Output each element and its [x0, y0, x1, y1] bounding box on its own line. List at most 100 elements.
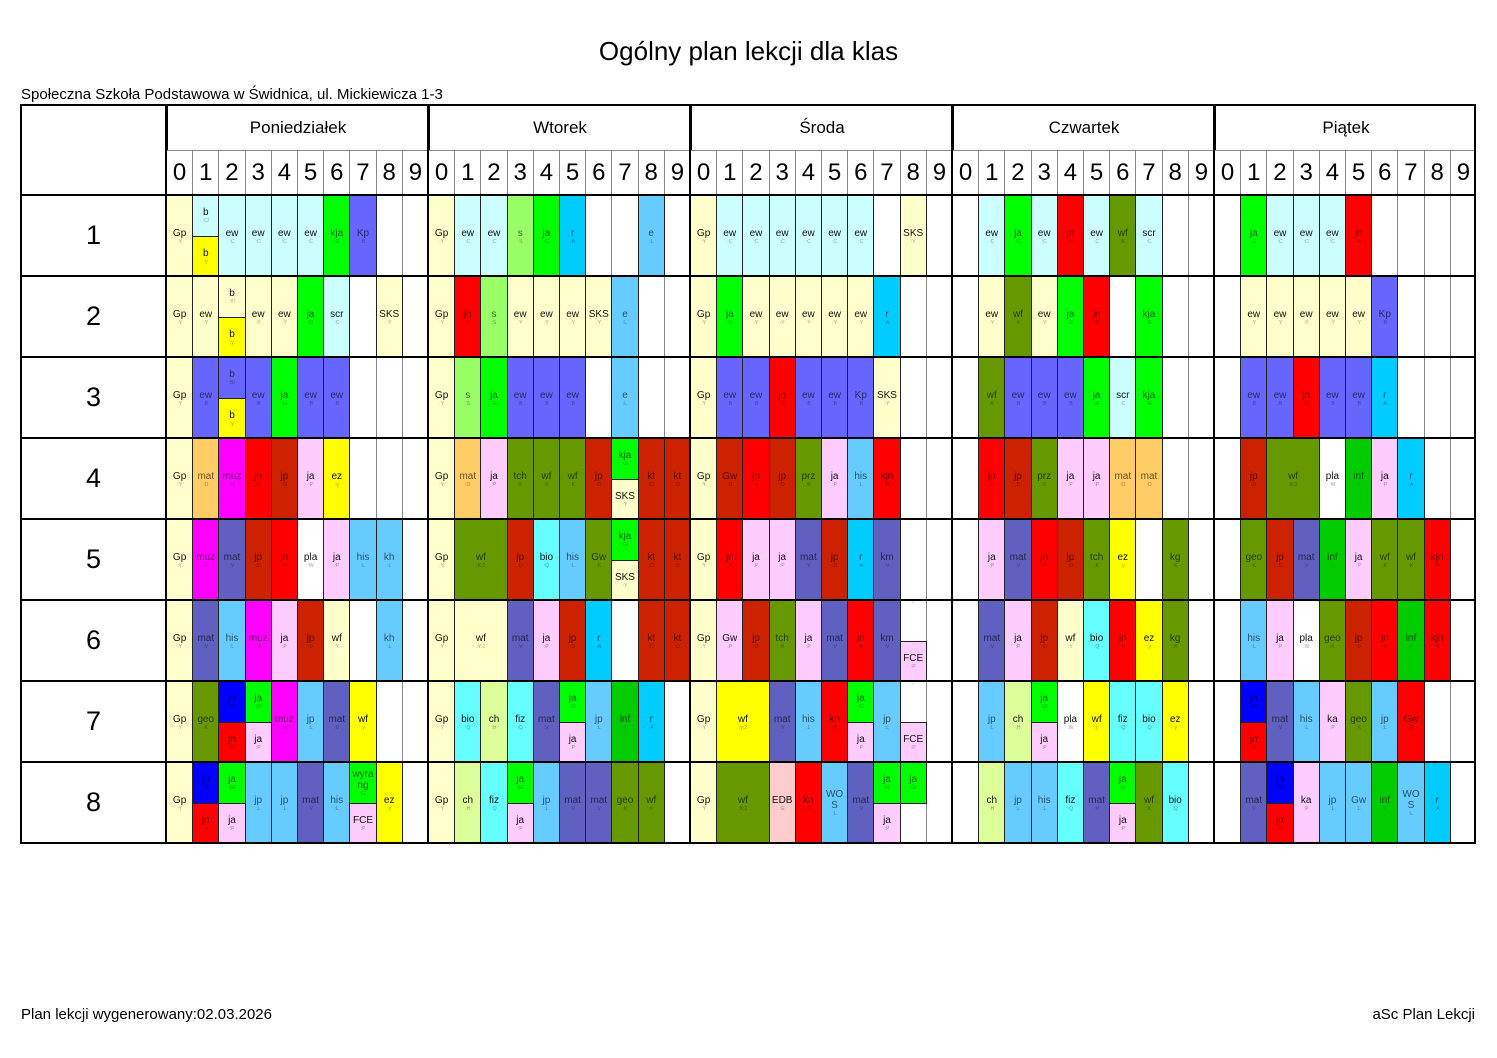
lesson-cell[interactable]: kn:R: [794, 762, 822, 844]
split-lesson-slot[interactable]: b:Y/b:y: [218, 276, 246, 358]
lesson-cell[interactable]: geo:K: [611, 762, 639, 844]
lesson-cell[interactable]: ew:B: [506, 357, 534, 439]
lesson-cell[interactable]: scr:C: [1135, 195, 1163, 277]
lesson-cell[interactable]: kjn:R: [873, 438, 901, 520]
lesson-cell[interactable]: jn:R: [768, 357, 796, 439]
lesson-cell[interactable]: his:L: [1030, 762, 1058, 844]
split-lesson-slot[interactable]: kja:G/SKS:Y: [611, 438, 639, 520]
lesson-cell[interactable]: Gw:L: [1345, 762, 1373, 844]
lesson-cell[interactable]: inf:I: [1397, 600, 1425, 682]
lesson-cell[interactable]: km:V: [873, 519, 901, 601]
lesson-cell[interactable]: muz:M: [218, 438, 246, 520]
lesson-cell[interactable]: ew:B: [1318, 357, 1346, 439]
lesson-cell[interactable]: ew:C: [847, 195, 875, 277]
lesson-cell[interactable]: ew:C: [297, 195, 325, 277]
lesson-cell[interactable]: ew:C: [218, 195, 246, 277]
lesson-cell[interactable]: ja:G/: [1030, 681, 1058, 723]
lesson-cell[interactable]: jp:D: [768, 438, 796, 520]
lesson-cell[interactable]: ew:C: [270, 195, 298, 277]
lesson-cell[interactable]: SKS:Y: [899, 195, 927, 277]
lesson-cell[interactable]: ja:G: [1056, 276, 1084, 358]
lesson-cell[interactable]: his:L: [1240, 600, 1268, 682]
lesson-cell[interactable]: b:B/: [218, 357, 246, 399]
lesson-cell[interactable]: Gp:Y: [690, 681, 718, 763]
lesson-cell[interactable]: jp:D: [244, 519, 272, 601]
lesson-cell[interactable]: his:L: [559, 519, 587, 601]
lesson-cell[interactable]: ew:Y: [532, 276, 560, 358]
lesson-cell[interactable]: ja:P: [768, 519, 796, 601]
lesson-cell[interactable]: mat:V: [768, 681, 796, 763]
lesson-cell[interactable]: r:A: [873, 276, 901, 358]
lesson-cell[interactable]: jn:R: [742, 438, 770, 520]
lesson-cell[interactable]: ch:H: [454, 762, 482, 844]
lesson-cell[interactable]: ja:P: [742, 519, 770, 601]
lesson-cell[interactable]: ew:Y: [559, 276, 587, 358]
lesson-cell[interactable]: mat:V: [1240, 762, 1268, 844]
lesson-cell[interactable]: fiz:Q: [1109, 681, 1137, 763]
lesson-cell[interactable]: ja:P: [218, 802, 246, 844]
lesson-cell[interactable]: wf:K:2: [1266, 438, 1320, 520]
lesson-cell[interactable]: ez:y: [1109, 519, 1137, 601]
lesson-cell[interactable]: ew:Y: [794, 276, 822, 358]
lesson-cell[interactable]: wf:K: [1397, 519, 1425, 601]
lesson-cell[interactable]: kt:D: [637, 438, 665, 520]
lesson-cell[interactable]: ja:P: [244, 721, 272, 763]
lesson-cell[interactable]: wyrang:G/: [349, 762, 377, 804]
lesson-cell[interactable]: wf:K: [559, 438, 587, 520]
lesson-cell[interactable]: ew:Y: [1030, 276, 1058, 358]
lesson-cell[interactable]: jp:L: [1004, 762, 1032, 844]
lesson-cell[interactable]: ew:B: [192, 357, 220, 439]
lesson-cell[interactable]: Gp:Y: [690, 276, 718, 358]
lesson-cell[interactable]: ew:Y: [270, 276, 298, 358]
lesson-cell[interactable]: jp:D: [559, 600, 587, 682]
lesson-cell[interactable]: jp:D: [297, 600, 325, 682]
lesson-cell[interactable]: b:Y/: [218, 276, 246, 318]
lesson-cell[interactable]: jp:D: [1056, 519, 1084, 601]
lesson-cell[interactable]: ez:y: [1161, 681, 1189, 763]
lesson-cell[interactable]: mat:V: [821, 600, 849, 682]
lesson-cell[interactable]: ew:B: [794, 357, 822, 439]
lesson-cell[interactable]: jn:R: [1266, 802, 1294, 844]
lesson-cell[interactable]: ka:P: [1292, 762, 1320, 844]
lesson-cell[interactable]: ew:C: [794, 195, 822, 277]
lesson-cell[interactable]: jn:R: [244, 438, 272, 520]
lesson-cell[interactable]: jp:D: [1240, 438, 1268, 520]
lesson-cell[interactable]: wf:K: [978, 357, 1006, 439]
lesson-cell[interactable]: kjn:R: [1423, 519, 1451, 601]
lesson-cell[interactable]: ja:G/: [847, 681, 875, 723]
split-lesson-slot[interactable]: ja:G/ja:P: [218, 762, 246, 844]
lesson-cell[interactable]: b:y: [218, 316, 246, 358]
lesson-cell[interactable]: ew:C: [742, 195, 770, 277]
lesson-cell[interactable]: jn:N/: [192, 762, 220, 804]
lesson-cell[interactable]: jn:R: [454, 276, 482, 358]
lesson-cell[interactable]: FCE:P: [899, 721, 927, 763]
split-lesson-slot[interactable]: jn:N/jn:R: [1240, 681, 1268, 763]
lesson-cell[interactable]: geo:K: [1318, 600, 1346, 682]
lesson-cell[interactable]: mat:O: [1135, 438, 1163, 520]
lesson-cell[interactable]: Gp:Y: [428, 276, 456, 358]
lesson-cell[interactable]: ez:y: [375, 762, 403, 844]
lesson-cell[interactable]: SKS:Y: [873, 357, 901, 439]
lesson-cell[interactable]: mat:V: [1292, 519, 1320, 601]
lesson-cell[interactable]: jp:L: [270, 762, 298, 844]
lesson-cell[interactable]: wf:K:2: [454, 519, 508, 601]
lesson-cell[interactable]: jp:D: [821, 519, 849, 601]
lesson-cell[interactable]: mat:V: [532, 681, 560, 763]
lesson-cell[interactable]: Gp:Y: [166, 519, 194, 601]
lesson-cell[interactable]: ew:C: [1292, 195, 1320, 277]
lesson-cell[interactable]: SKS:Y: [611, 559, 639, 601]
lesson-cell[interactable]: jn:R: [716, 519, 744, 601]
lesson-cell[interactable]: e:L: [611, 357, 639, 439]
lesson-cell[interactable]: jn:R: [1030, 519, 1058, 601]
lesson-cell[interactable]: ew:C: [716, 195, 744, 277]
lesson-cell[interactable]: tch:K: [1083, 519, 1111, 601]
lesson-cell[interactable]: kg:K: [1161, 600, 1189, 682]
lesson-cell[interactable]: wf:Y:2: [454, 600, 508, 682]
lesson-cell[interactable]: ew:B: [1056, 357, 1084, 439]
lesson-cell[interactable]: mat:V: [847, 762, 875, 844]
lesson-cell[interactable]: ew:Y: [847, 276, 875, 358]
lesson-cell[interactable]: SKS:Y: [375, 276, 403, 358]
lesson-cell[interactable]: ch:H: [978, 762, 1006, 844]
lesson-cell[interactable]: bio:Q: [1161, 762, 1189, 844]
lesson-cell[interactable]: kja:G: [323, 195, 351, 277]
